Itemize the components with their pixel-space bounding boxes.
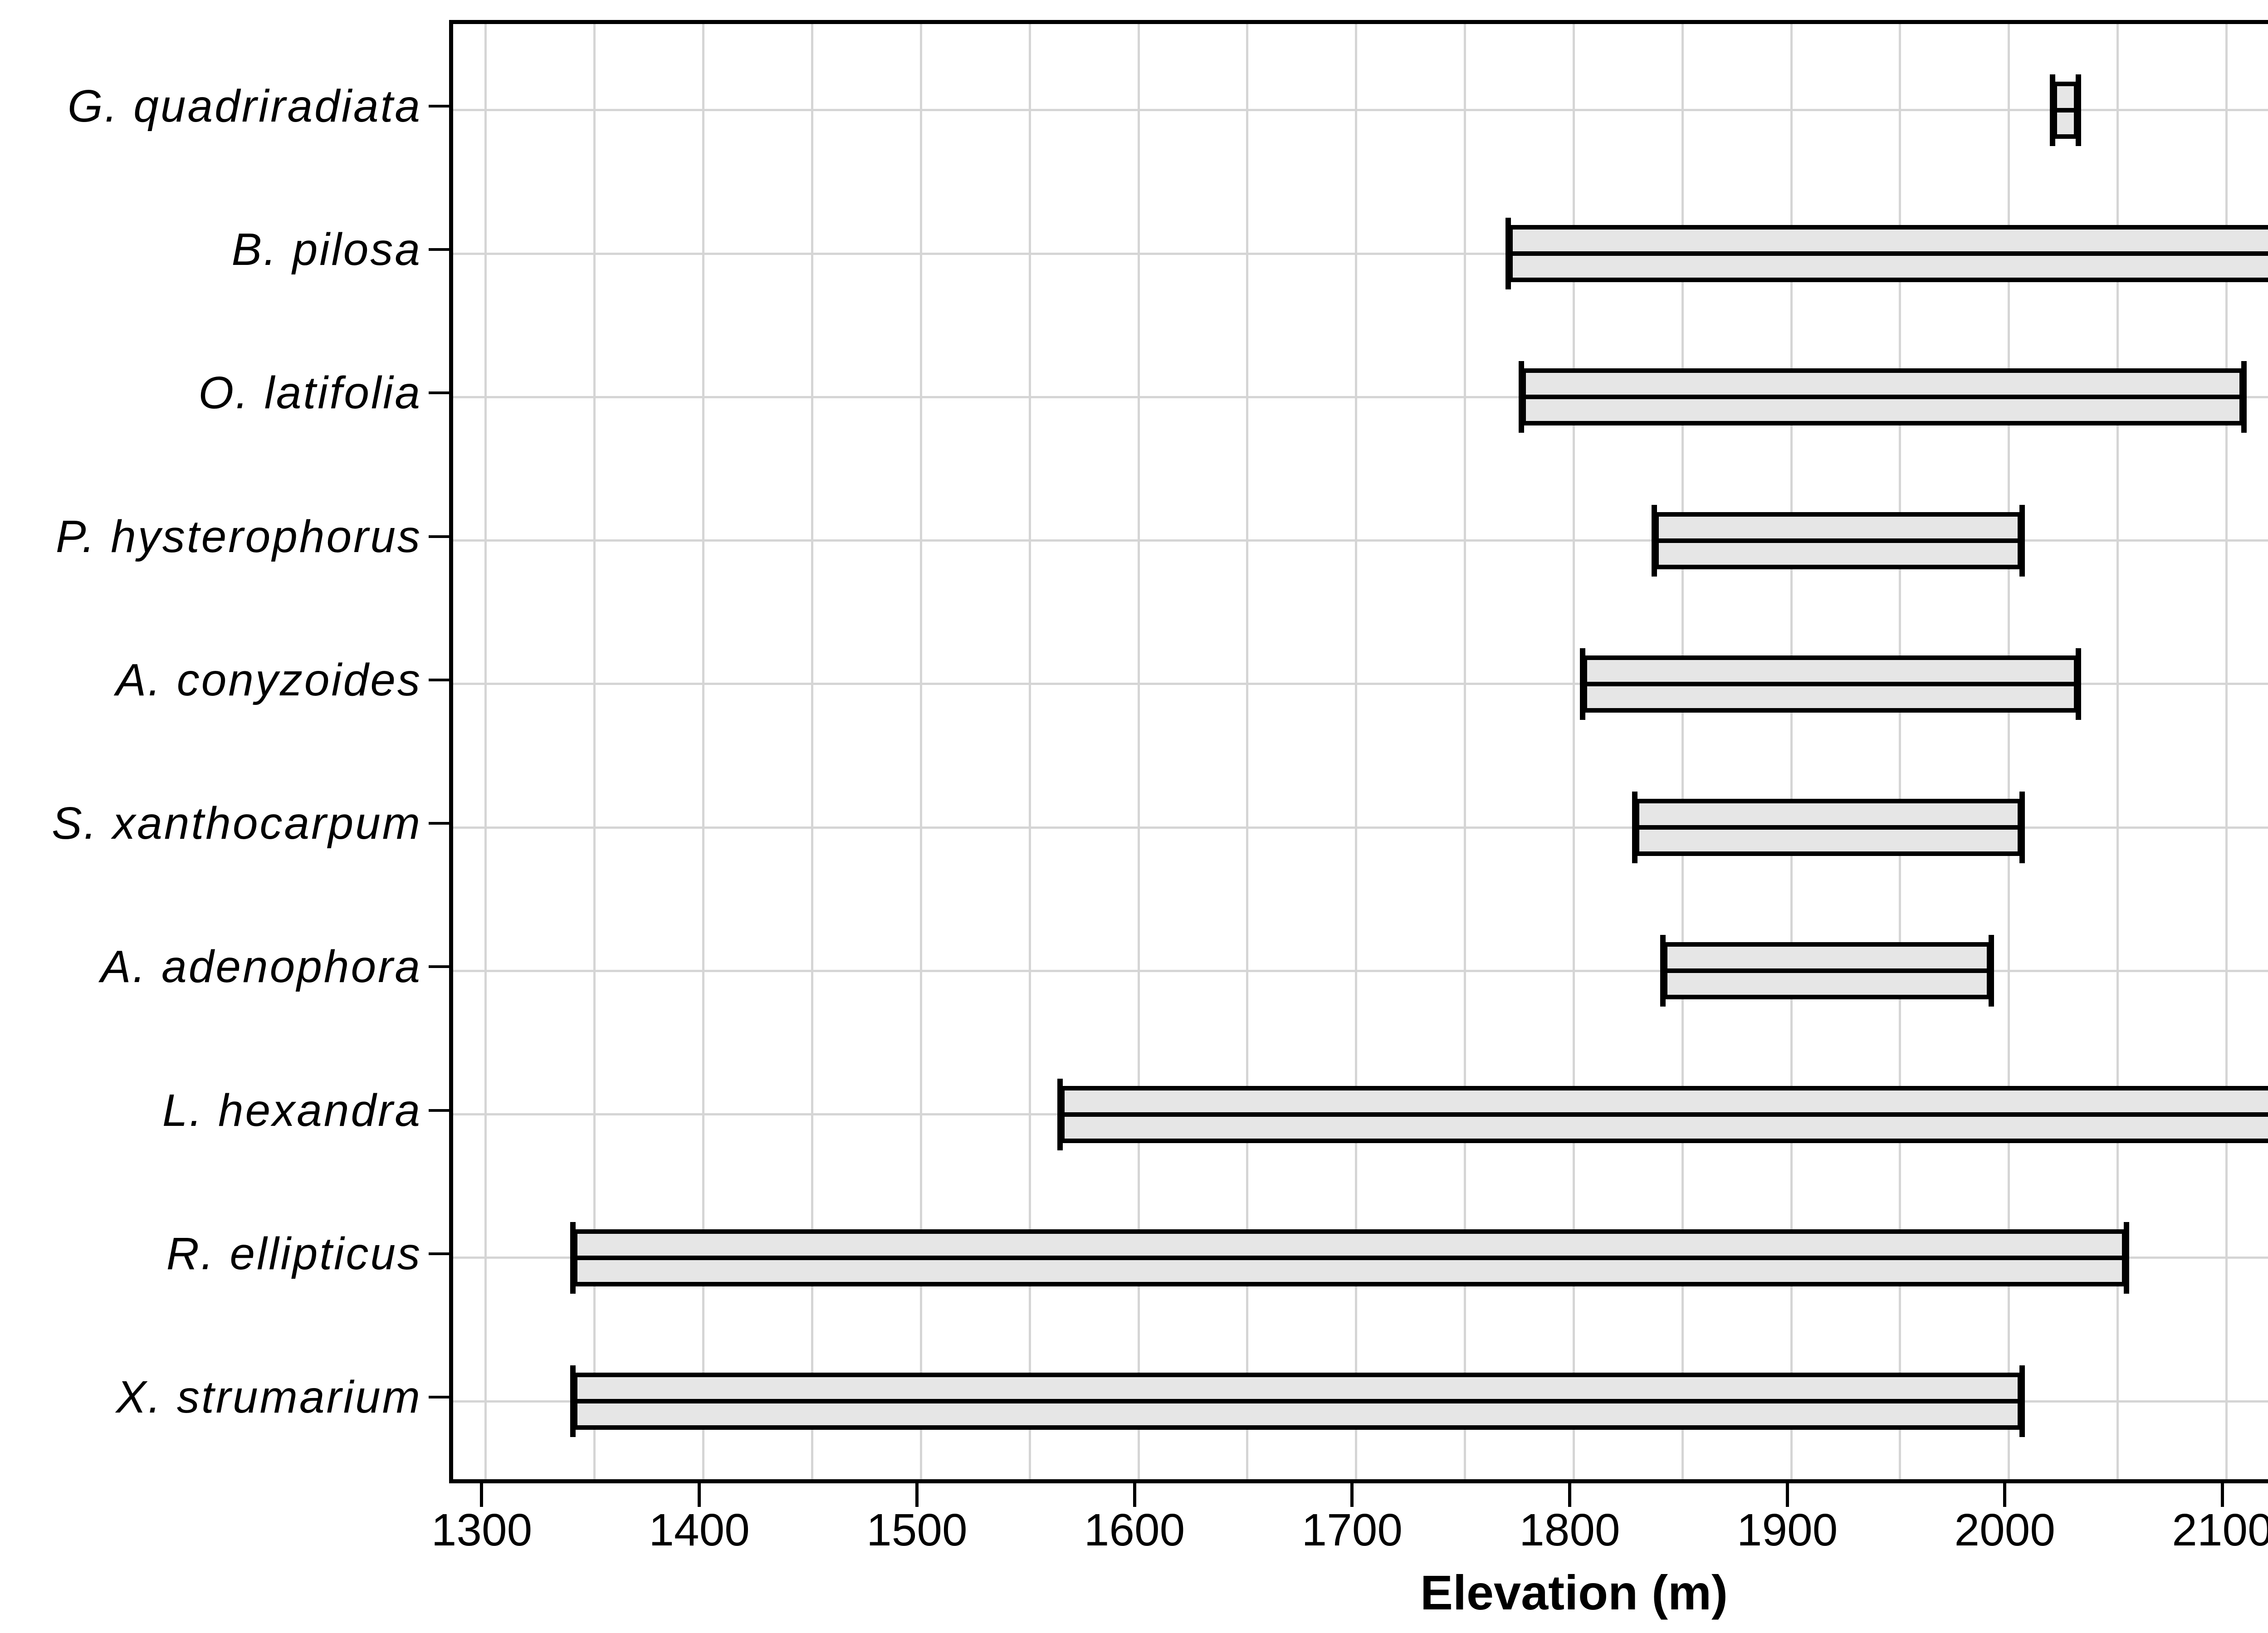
range-bar	[2052, 81, 2079, 139]
y-category-label: A. adenophora	[100, 941, 422, 993]
bar-median-line	[2057, 108, 2074, 112]
gridline-v	[1137, 24, 1140, 1479]
range-bar	[1654, 512, 2022, 569]
x-tick-label: 2100	[2172, 1505, 2268, 1555]
x-axis-tick	[2220, 1483, 2224, 1507]
x-tick-label: 1600	[1084, 1505, 1185, 1555]
y-axis-tick	[429, 1109, 449, 1112]
range-bar	[1521, 368, 2244, 426]
range-bar	[1582, 655, 2079, 713]
y-category-label: O. latifolia	[198, 367, 422, 419]
y-category-label: S. xanthocarpum	[52, 798, 422, 849]
x-axis-tick	[480, 1483, 484, 1507]
y-category-label: R. ellipticus	[166, 1228, 422, 1279]
gridline-h	[453, 539, 2268, 542]
range-bar	[1634, 799, 2022, 856]
y-category-label: G. quadriradiata	[67, 80, 422, 132]
x-tick-label: 1500	[866, 1505, 968, 1555]
gridline-v	[811, 24, 813, 1479]
bar-median-line	[1065, 1112, 2268, 1117]
y-axis-tick	[429, 535, 449, 538]
x-tick-label: 1900	[1736, 1505, 1838, 1555]
gridline-v	[919, 24, 922, 1479]
y-category-label: X. strumarium	[116, 1372, 422, 1423]
gridline-v	[484, 24, 487, 1479]
gridline-h	[453, 252, 2268, 255]
x-tick-label: 1400	[649, 1505, 750, 1555]
x-axis-tick	[1568, 1483, 1571, 1507]
y-axis-tick	[429, 1396, 449, 1399]
bar-median-line	[1513, 251, 2268, 256]
gridline-v	[1572, 24, 1575, 1479]
range-bar	[572, 1229, 2126, 1286]
y-axis-tick	[429, 965, 449, 968]
x-tick-label: 2000	[1954, 1505, 2056, 1555]
y-axis-tick	[429, 104, 449, 108]
x-tick-label: 1800	[1519, 1505, 1620, 1555]
x-axis-title: Elevation (m)	[1420, 1565, 1728, 1620]
y-axis-tick	[429, 822, 449, 825]
x-tick-label: 1300	[431, 1505, 533, 1555]
range-bar	[572, 1373, 2022, 1430]
gridline-v	[593, 24, 596, 1479]
gridline-v	[1790, 24, 1793, 1479]
gridline-v	[1681, 24, 1684, 1479]
y-axis-tick	[429, 1252, 449, 1255]
gridline-h	[453, 683, 2268, 685]
x-axis-tick	[2003, 1483, 2007, 1507]
gridline-v	[1899, 24, 1901, 1479]
x-axis-tick	[915, 1483, 919, 1507]
gridline-v	[1464, 24, 1466, 1479]
gridline-h	[453, 969, 2268, 972]
y-category-label: L. hexandra	[162, 1085, 422, 1136]
bar-median-line	[1587, 681, 2074, 686]
gridline-v	[1355, 24, 1358, 1479]
gridline-v	[2008, 24, 2010, 1479]
y-category-label: P. hysterophorus	[55, 511, 422, 562]
bar-median-line	[1658, 538, 2018, 543]
gridline-h	[453, 396, 2268, 398]
x-axis-tick	[1785, 1483, 1789, 1507]
gridline-v	[1028, 24, 1031, 1479]
x-axis-tick	[1350, 1483, 1354, 1507]
y-axis-tick	[429, 248, 449, 251]
bar-median-line	[1667, 968, 1987, 973]
bar-median-line	[577, 1399, 2018, 1404]
bar-median-line	[577, 1255, 2122, 1260]
range-bar	[1060, 1085, 2268, 1143]
bar-median-line	[1526, 395, 2239, 400]
y-axis-tick	[429, 391, 449, 395]
plot-panel	[449, 20, 2268, 1483]
range-bar	[1663, 942, 1992, 1000]
y-category-label: A. conyzoides	[116, 654, 422, 705]
bar-median-line	[1639, 825, 2018, 830]
gridline-v	[1246, 24, 1249, 1479]
gridline-h	[453, 826, 2268, 829]
gridline-v	[702, 24, 705, 1479]
gridline-v	[2116, 24, 2119, 1479]
range-bar	[1508, 225, 2268, 283]
y-axis-tick	[429, 678, 449, 681]
x-axis-tick	[1133, 1483, 1136, 1507]
y-category-label: B. pilosa	[231, 224, 422, 275]
gridline-v	[2225, 24, 2228, 1479]
x-tick-label: 1700	[1301, 1505, 1403, 1555]
gridline-h	[453, 109, 2268, 112]
x-axis-tick	[698, 1483, 701, 1507]
